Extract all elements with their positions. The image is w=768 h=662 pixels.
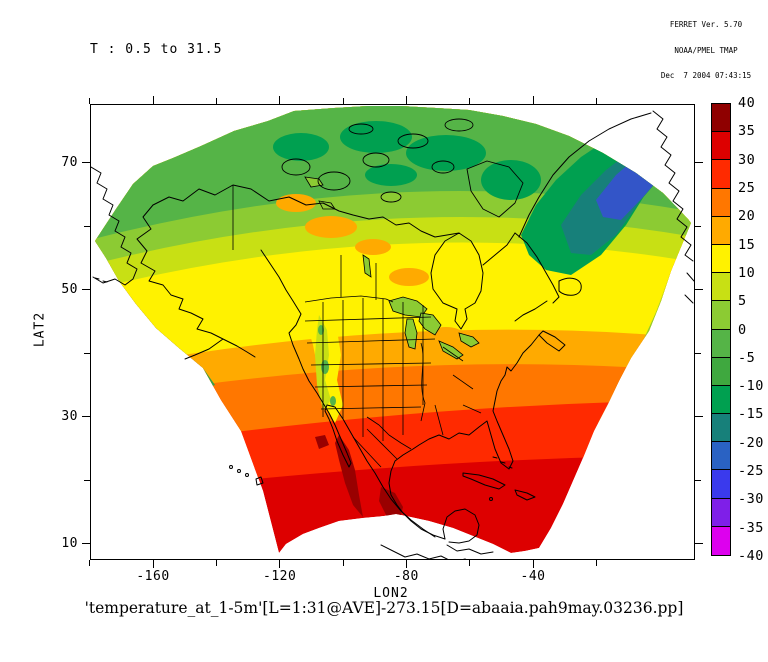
x-tick-label: -80: [393, 569, 419, 584]
y-axis-tick: [84, 479, 90, 481]
colorbar-level-label: 25: [738, 179, 756, 196]
x-axis-tick: [215, 98, 217, 104]
colorbar-level-label: 35: [738, 123, 756, 140]
colorbar-band: [712, 244, 730, 274]
plot-title: T : 0.5 to 31.5: [90, 42, 223, 57]
state-borders: [232, 185, 482, 468]
colorbar-band: [712, 216, 730, 245]
x-axis-tick: [595, 98, 597, 104]
map-plot-area: [90, 104, 695, 560]
y-axis-tick: [695, 416, 703, 418]
colorbar-level-label: 5: [738, 293, 747, 310]
mexico-hot-patches: [315, 435, 403, 523]
colorbar-band: [712, 329, 730, 358]
colorbar-band: [712, 385, 730, 415]
x-axis-tick: [595, 560, 597, 566]
x-axis-tick: [405, 560, 407, 568]
colorbar-level-label: -5: [738, 349, 756, 366]
x-axis-tick: [532, 560, 534, 568]
colorbar-band: [712, 273, 730, 302]
colorbar-band: [712, 442, 730, 471]
colorbar-band: [712, 526, 730, 555]
y-axis-tick: [695, 352, 701, 354]
y-axis-tick: [82, 289, 90, 291]
x-tick-label: -40: [520, 569, 546, 584]
colorbar-band: [712, 188, 730, 217]
colorbar-level-label: 0: [738, 321, 747, 338]
y-axis-tick: [695, 162, 703, 164]
x-axis-tick: [469, 560, 471, 566]
x-axis-tick: [279, 560, 281, 568]
interior-warm-patches: [276, 194, 464, 343]
y-axis-tick: [695, 225, 701, 227]
colorbar-band: [712, 132, 730, 161]
great-lakes: [304, 176, 480, 360]
credit-line-date: Dec 7 2004 07:43:15: [660, 71, 752, 80]
x-axis-tick: [532, 96, 534, 104]
y-tick-label: 50: [61, 281, 78, 297]
x-tick-label: -120: [263, 569, 297, 584]
x-axis-tick: [215, 560, 217, 566]
x-axis-tick: [152, 96, 154, 104]
colorbar-band: [712, 414, 730, 443]
y-axis-tick: [82, 416, 90, 418]
y-tick-label: 70: [61, 154, 78, 170]
x-axis-tick: [152, 560, 154, 568]
colorbar-level-label: -30: [738, 491, 764, 508]
y-axis-tick: [82, 162, 90, 164]
y-axis-tick: [695, 543, 703, 545]
colorbar-band: [712, 470, 730, 499]
ferret-credits: FERRET Ver. 5.70 NOAA/PMEL TMAP Dec 7 20…: [636, 4, 768, 98]
coastlines: [91, 110, 694, 559]
colorbar: [711, 103, 731, 556]
credit-line-org: NOAA/PMEL TMAP: [674, 45, 738, 55]
y-axis-tick: [82, 543, 90, 545]
colorbar-level-label: -25: [738, 463, 764, 480]
colorbar-band: [712, 301, 730, 330]
y-tick-label: 10: [61, 535, 78, 551]
y-axis-title: LAT2: [32, 311, 48, 348]
x-axis-tick: [342, 560, 344, 566]
colorbar-level-label: -35: [738, 519, 764, 536]
colorbar-level-label: 40: [738, 95, 756, 111]
y-axis-tick: [695, 289, 703, 291]
colorbar-level-label: 15: [738, 236, 756, 253]
colorbar-band: [712, 357, 730, 386]
colorbar-level-label: 10: [738, 264, 756, 281]
x-axis-tick: [342, 98, 344, 104]
colorbar-band: [712, 160, 730, 189]
temperature-field: [95, 106, 691, 553]
colorbar-level-label: -10: [738, 378, 764, 395]
x-axis-tick: [469, 98, 471, 104]
variable-expression-caption: 'temperature_at_1-5m'[L=1:31@AVE]-273.15…: [84, 599, 684, 617]
x-axis-title: LON2: [373, 586, 409, 601]
y-axis-tick: [84, 225, 90, 227]
colorbar-band: [712, 498, 730, 527]
y-tick-label: 30: [61, 408, 78, 424]
x-axis-tick: [279, 96, 281, 104]
map-canvas: [91, 106, 694, 559]
colorbar-level-label: 30: [738, 151, 756, 168]
colorbar-level-label: -20: [738, 434, 764, 451]
colorbar-level-label: -40: [738, 548, 764, 564]
y-axis-tick: [84, 352, 90, 354]
y-axis-tick: [695, 479, 701, 481]
x-tick-label: -160: [136, 569, 170, 584]
x-axis-tick: [89, 98, 91, 104]
x-axis-tick: [89, 560, 91, 566]
x-axis-tick: [405, 96, 407, 104]
credit-line-version: FERRET Ver. 5.70: [669, 20, 743, 29]
colorbar-band: [712, 104, 730, 133]
arctic-cold-patches: [273, 121, 541, 200]
colorbar-level-label: -15: [738, 406, 764, 423]
colorbar-level-label: 20: [738, 208, 756, 225]
